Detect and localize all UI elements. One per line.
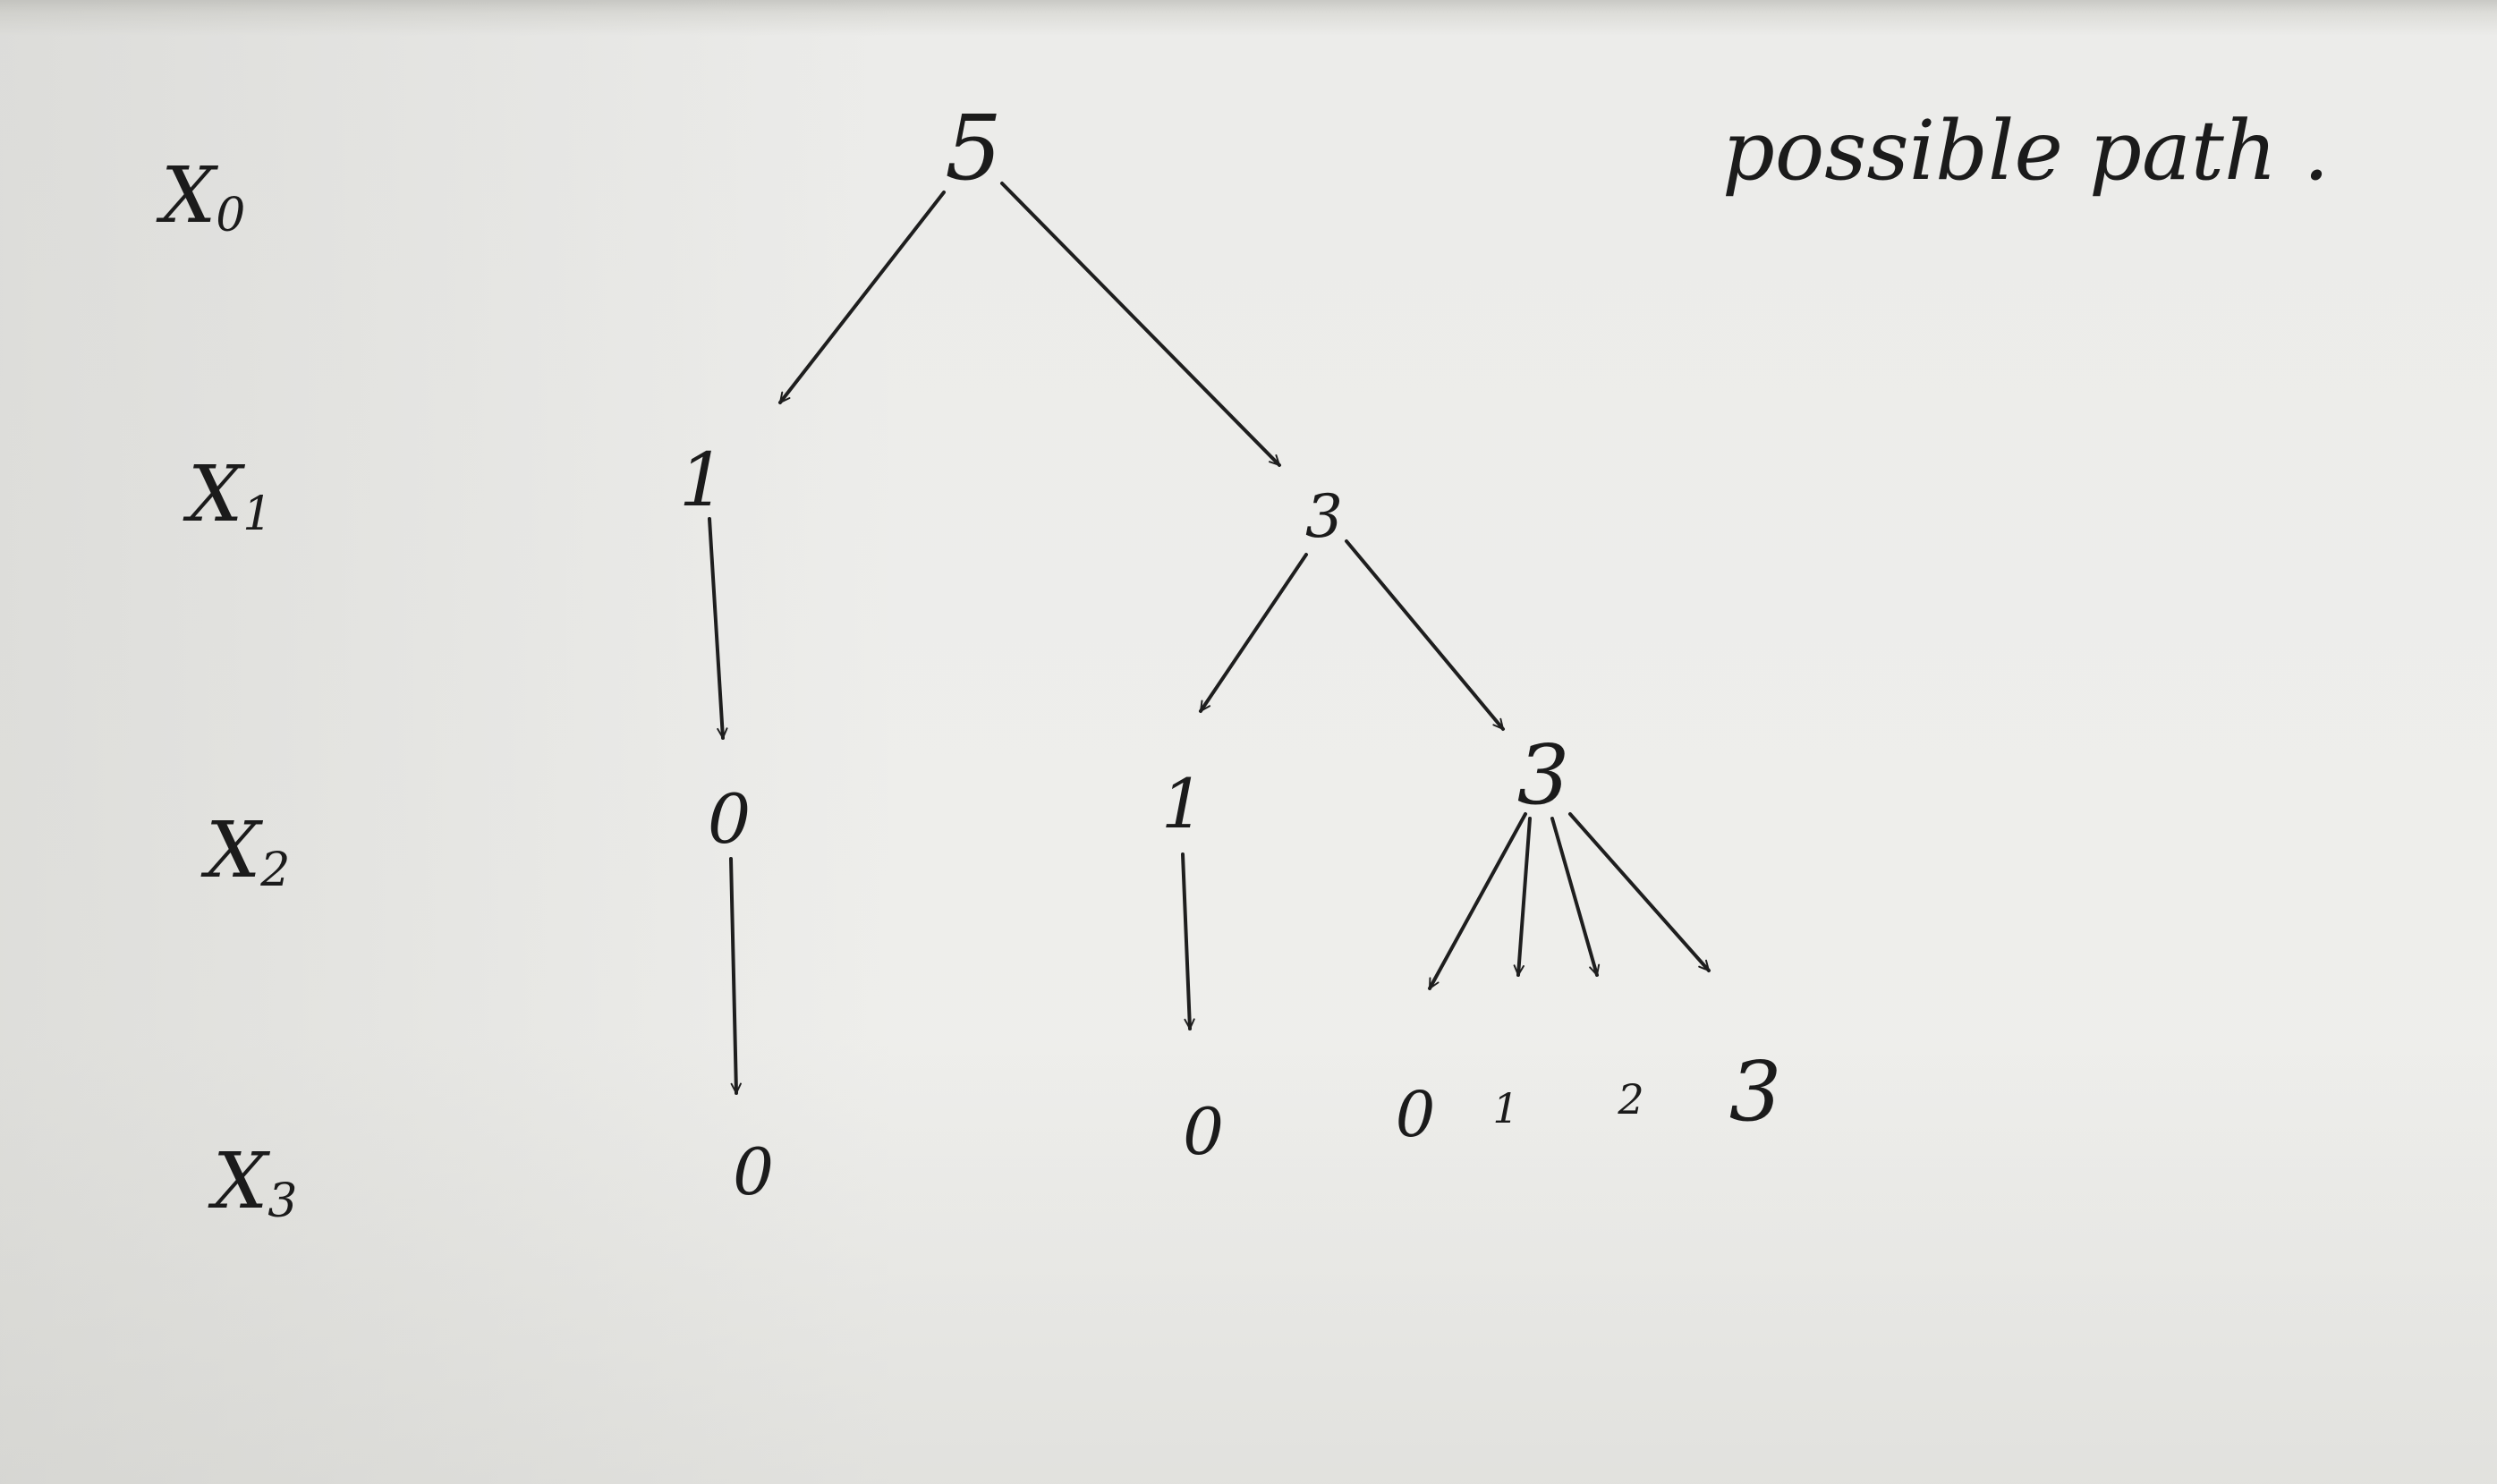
node-l2-c: 3 xyxy=(1517,727,1570,823)
tree-nodes: 5 1 3 0 1 3 0 0 0 1 2 3 xyxy=(679,96,1781,1209)
node-l2-b: 1 xyxy=(1161,764,1204,844)
node-l3-c: 0 xyxy=(1396,1078,1436,1151)
level-label-x2: X2 xyxy=(200,806,290,897)
edge-l2-c-to-l3-f xyxy=(1568,812,1711,972)
tree-edges xyxy=(708,182,1711,1095)
node-l3-e: 2 xyxy=(1617,1075,1643,1124)
level-label-x3: X3 xyxy=(208,1137,297,1228)
edge-l2-c-to-l3-e xyxy=(1550,817,1597,975)
edge-l1-right-to-l2-c xyxy=(1345,539,1505,731)
edge-root-to-l1-left xyxy=(778,191,946,404)
edge-l2-c-to-l3-d xyxy=(1518,817,1532,977)
level-labels: X0 X1 X2 X3 xyxy=(156,151,297,1228)
edge-root-to-l1-right xyxy=(1000,182,1281,467)
node-l3-a: 0 xyxy=(733,1134,774,1209)
level-label-x1: X1 xyxy=(183,450,272,541)
paper-shadow-bottom xyxy=(0,1037,2497,1484)
edge-l1-left-to-l2-a xyxy=(708,517,723,740)
paper-shadow-left xyxy=(0,0,895,1484)
node-l3-f: 3 xyxy=(1729,1044,1782,1140)
edge-l1-right-to-l2-b xyxy=(1199,553,1308,713)
node-l1-right: 3 xyxy=(1305,482,1343,551)
edge-l2-b-to-l3-b xyxy=(1181,852,1190,1030)
node-l3-b: 0 xyxy=(1183,1094,1224,1169)
caption-possible-path: possible path . xyxy=(1722,103,2330,199)
edge-l2-a-to-l3-a xyxy=(729,857,736,1095)
node-l1-left: 1 xyxy=(679,438,726,523)
node-root: 5 xyxy=(945,96,1002,200)
edge-l2-c-to-l3-c xyxy=(1428,812,1527,990)
node-l2-a: 0 xyxy=(708,779,751,859)
node-l3-d: 1 xyxy=(1492,1084,1518,1132)
level-label-x0: X0 xyxy=(156,151,245,242)
